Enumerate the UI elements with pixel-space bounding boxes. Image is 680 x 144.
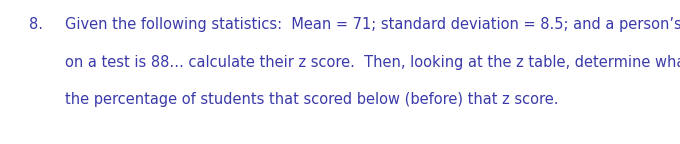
Text: Given the following statistics:  Mean = 71; standard deviation = 8.5; and a pers: Given the following statistics: Mean = 7…: [65, 17, 680, 32]
Text: on a test is 88… calculate their z score.  Then, looking at the z table, determi: on a test is 88… calculate their z score…: [65, 55, 680, 70]
Text: the percentage of students that scored below (before) that z score.: the percentage of students that scored b…: [65, 92, 558, 107]
Text: 8.: 8.: [29, 17, 52, 32]
